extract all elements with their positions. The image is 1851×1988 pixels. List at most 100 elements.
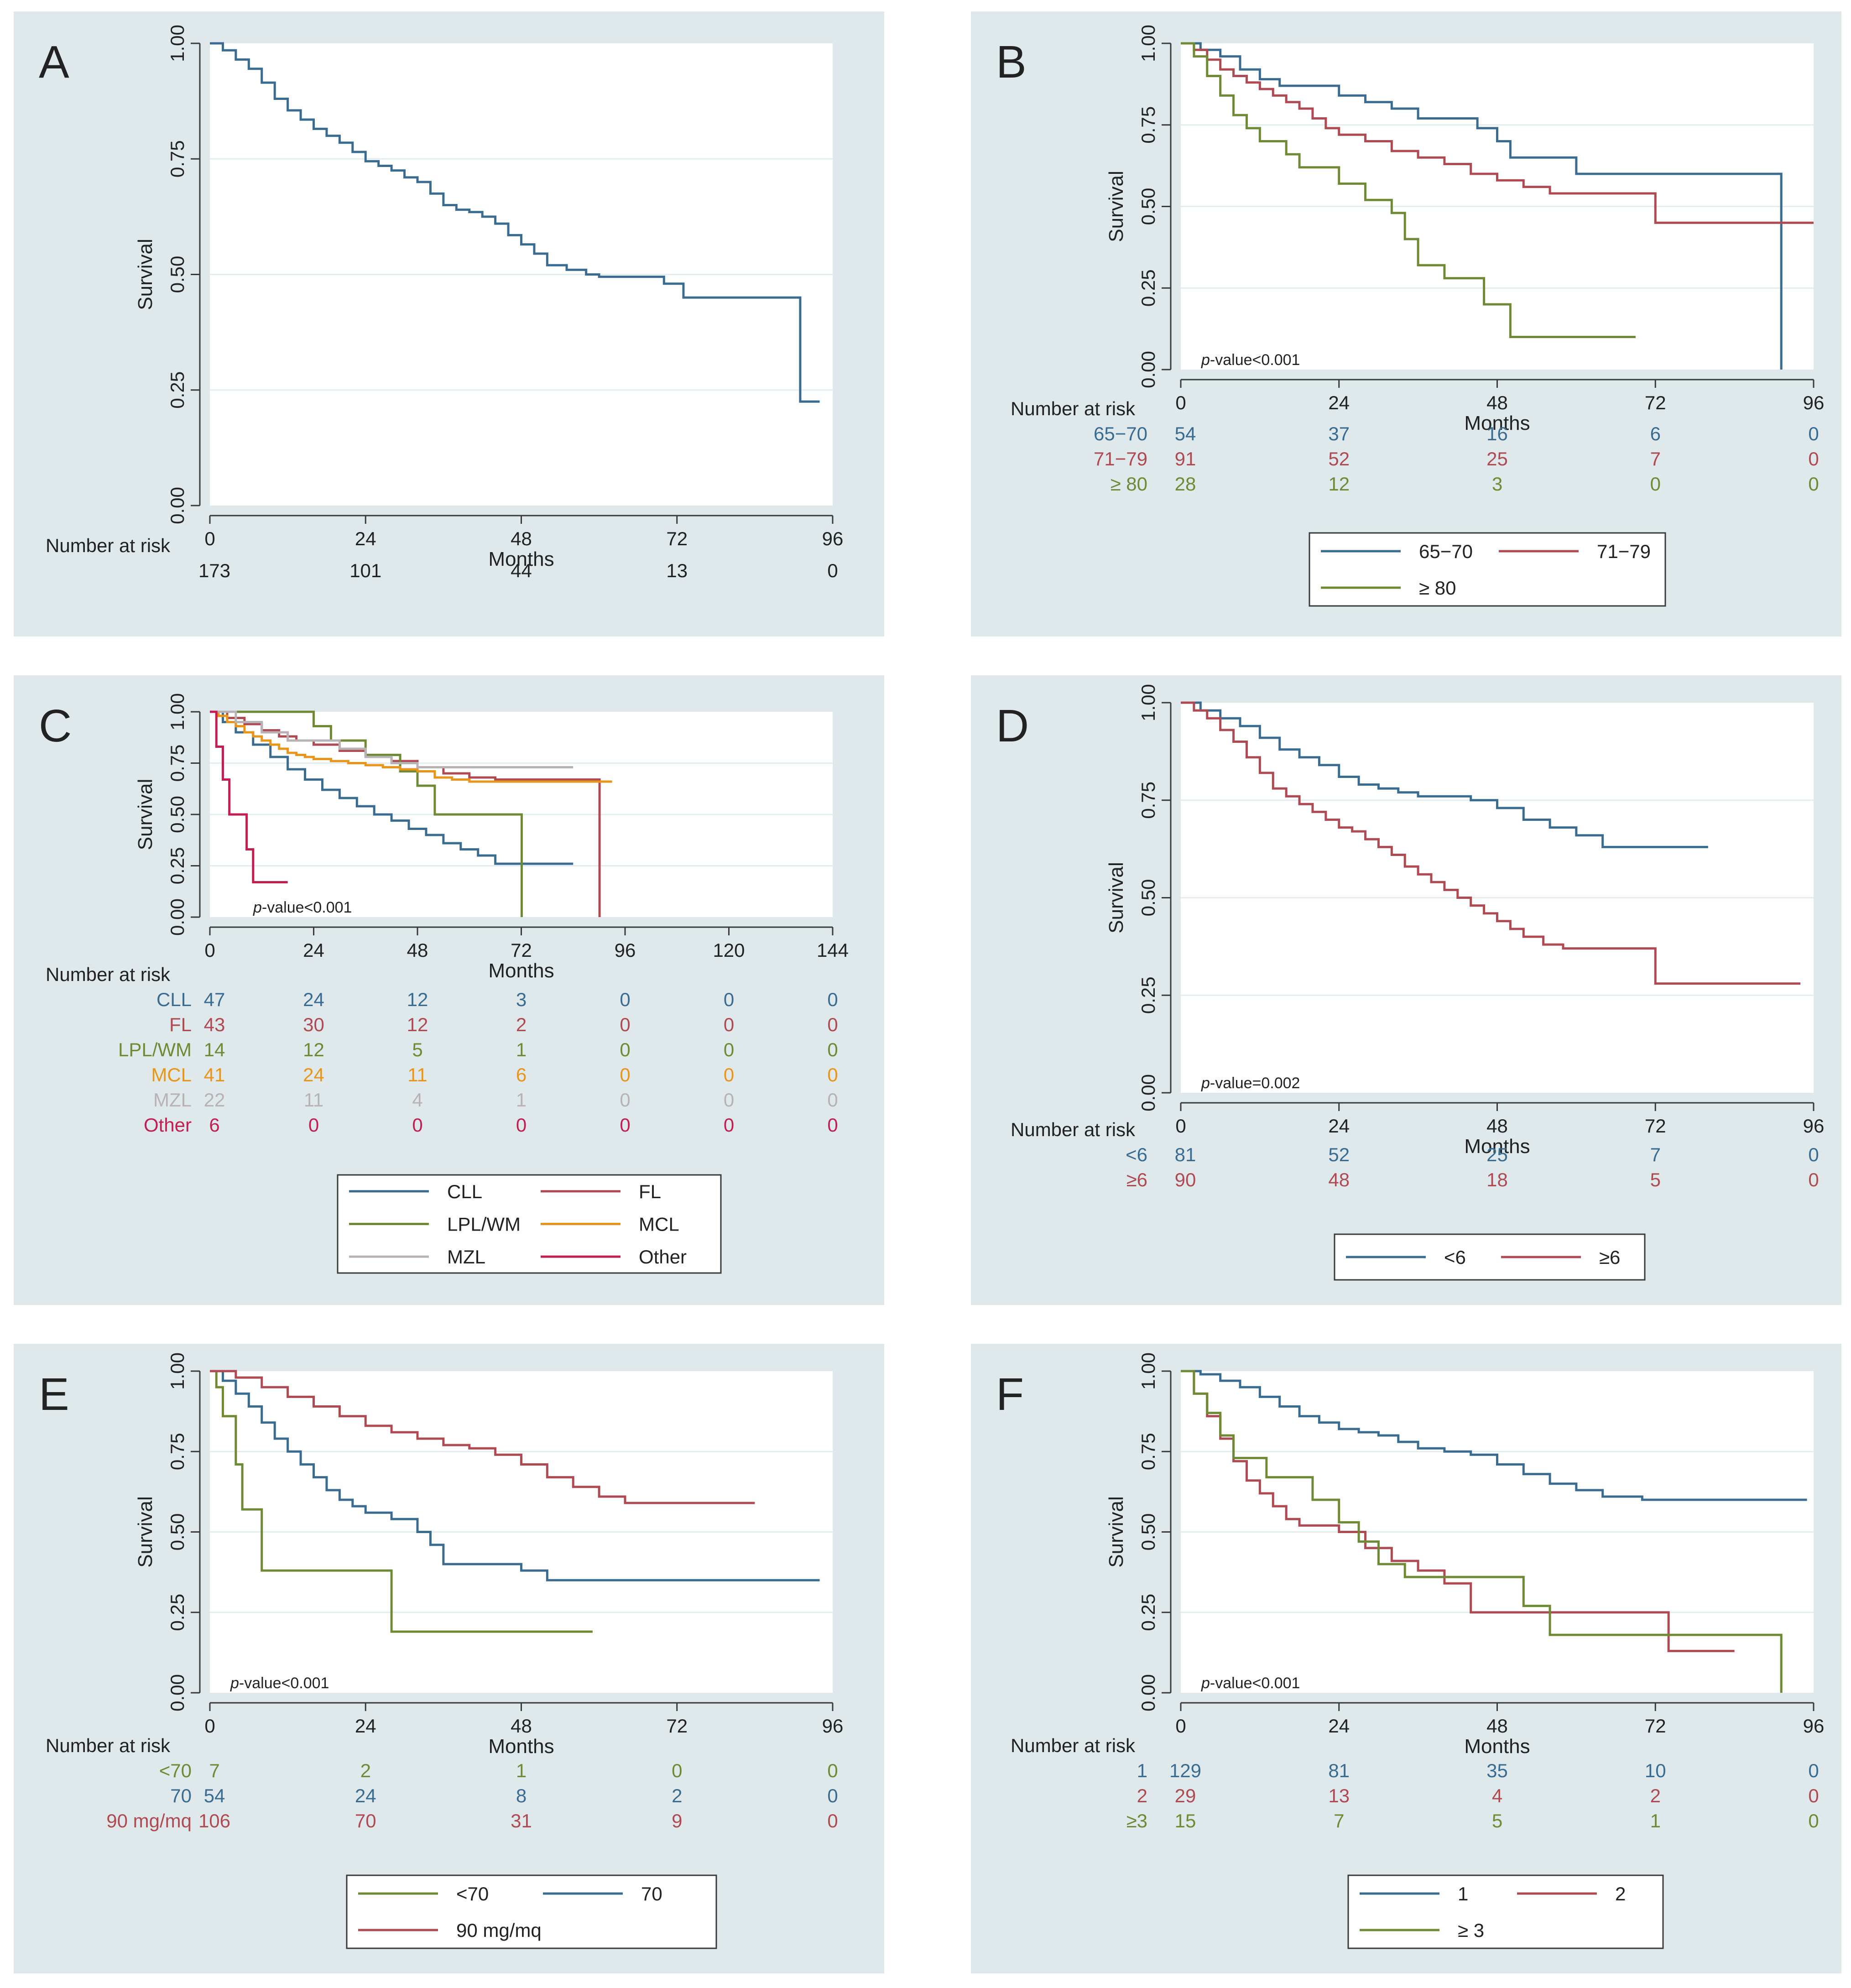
- risk-value: 22: [204, 1089, 225, 1111]
- risk-value: 0: [724, 1089, 734, 1111]
- risk-value: 0: [827, 1089, 838, 1111]
- risk-value: 25: [1486, 1144, 1508, 1165]
- y-tick-label: 0.75: [1137, 1433, 1159, 1470]
- risk-value: 18: [1486, 1169, 1508, 1190]
- x-tick-label: 0: [204, 939, 215, 961]
- legend-label: <6: [1444, 1247, 1466, 1268]
- y-tick-label: 0.50: [167, 796, 188, 833]
- x-tick-label: 48: [407, 939, 428, 961]
- legend: <6 ≥6: [1334, 1233, 1646, 1281]
- x-axis-label: Months: [488, 960, 554, 982]
- risk-value: 9: [672, 1810, 682, 1831]
- risk-value: 1: [516, 1039, 527, 1060]
- curve-cll: [210, 710, 574, 865]
- risk-value: 1: [1650, 1810, 1661, 1831]
- x-tick-label: 48: [1486, 1115, 1508, 1137]
- risk-value: 35: [1486, 1760, 1508, 1781]
- risk-value: 0: [724, 1064, 734, 1085]
- y-tick-label: 1.00: [167, 693, 188, 730]
- x-tick-label: 24: [1328, 1115, 1350, 1137]
- risk-value: 70: [355, 1810, 376, 1831]
- risk-value: 11: [304, 1089, 324, 1111]
- x-axis-label: Months: [1464, 1135, 1530, 1158]
- risk-value: 7: [1334, 1810, 1344, 1831]
- legend-label: Other: [639, 1246, 687, 1268]
- x-tick-label: 48: [511, 1715, 532, 1737]
- y-axis-label: Survival: [134, 1496, 156, 1568]
- risk-value: 0: [827, 1114, 838, 1136]
- x-axis-label: Months: [488, 1735, 554, 1758]
- panel-b: B 0.00 0.25 0.50 0.75 1.00 0 24 48 72 96 Months Surv…: [971, 11, 1841, 637]
- x-tick-label: 24: [1328, 1715, 1350, 1737]
- legend: 1 2 ≥ 3: [1347, 1874, 1664, 1949]
- risk-value: 24: [303, 1064, 324, 1085]
- x-axis-label: Months: [1464, 412, 1530, 434]
- x-tick-label: 48: [511, 528, 532, 549]
- legend-box: [346, 1874, 717, 1949]
- y-tick-label: 0.25: [1137, 269, 1159, 307]
- risk-value: 12: [407, 1014, 428, 1035]
- x-tick-label: 144: [817, 939, 849, 961]
- panel-a: A 0.00 0.25 0.50 0.75 1.00 0 24 48 72 96 Months Surv…: [14, 11, 884, 637]
- risk-row-label: 71−79: [1094, 448, 1147, 470]
- legend-box: [1309, 532, 1666, 607]
- y-tick-label: 0.75: [1137, 106, 1159, 144]
- risk-value: 16: [1486, 423, 1508, 444]
- legend-label: LPL/WM: [447, 1214, 521, 1235]
- risk-value: 41: [204, 1064, 225, 1085]
- curve-ge6: [1181, 701, 1801, 985]
- number-at-risk-title: Number at risk: [46, 535, 171, 556]
- risk-value: 13: [666, 560, 688, 581]
- risk-value: 24: [303, 989, 324, 1010]
- number-at-risk-title: Number at risk: [46, 1735, 171, 1756]
- risk-value: 14: [204, 1039, 225, 1060]
- number-at-risk-title: Number at risk: [1011, 398, 1136, 419]
- risk-value: 0: [1808, 1810, 1819, 1831]
- legend: 65−70 71−79 ≥ 80: [1309, 532, 1666, 607]
- risk-value: 6: [1650, 423, 1661, 444]
- legend-label: 71−79: [1597, 541, 1651, 562]
- risk-row-label: ≥ 80: [1111, 473, 1147, 495]
- risk-value: 3: [516, 989, 527, 1010]
- legend-label: CLL: [447, 1181, 482, 1202]
- risk-value: 3: [1492, 473, 1502, 495]
- risk-value: 11: [407, 1064, 428, 1085]
- y-axis-label: Survival: [134, 779, 156, 851]
- panel-letter: E: [39, 1369, 69, 1420]
- risk-value: 0: [724, 1014, 734, 1035]
- curve-lt70: [210, 1370, 593, 1633]
- risk-value: 12: [303, 1039, 324, 1060]
- risk-row-label: <70: [159, 1760, 192, 1781]
- risk-value: 7: [1650, 448, 1661, 470]
- y-tick-label: 0.00: [1137, 1074, 1159, 1111]
- risk-value: 6: [209, 1114, 219, 1136]
- risk-value: 54: [204, 1785, 225, 1806]
- risk-value: 0: [620, 1089, 630, 1111]
- risk-value: 0: [827, 1014, 838, 1035]
- x-tick-label: 48: [1486, 1715, 1508, 1737]
- risk-row-label: ≥3: [1126, 1810, 1147, 1831]
- risk-value: 0: [620, 1064, 630, 1085]
- risk-row-label: 1: [1137, 1760, 1147, 1781]
- risk-value: 0: [1808, 448, 1819, 470]
- x-tick-label: 0: [1175, 1115, 1186, 1137]
- legend-label: ≥ 80: [1419, 577, 1456, 599]
- risk-row-label: FL: [169, 1014, 192, 1035]
- y-tick-label: 0.75: [167, 140, 188, 177]
- risk-value: 0: [827, 1064, 838, 1085]
- risk-value: 0: [827, 1810, 838, 1831]
- curve-mcl: [210, 710, 612, 783]
- risk-row-label: MCL: [151, 1064, 192, 1085]
- risk-value: 0: [827, 989, 838, 1010]
- risk-value: 0: [1808, 1144, 1819, 1165]
- risk-value: 0: [827, 1760, 838, 1781]
- x-tick-label: 96: [1803, 1715, 1825, 1737]
- risk-value: 0: [827, 560, 838, 581]
- y-tick-label: 0.25: [167, 371, 188, 409]
- risk-value: 90: [1175, 1169, 1196, 1190]
- panel-letter: A: [39, 37, 69, 88]
- risk-row-label: LPL/WM: [118, 1039, 192, 1060]
- y-axis-label: Survival: [134, 239, 156, 310]
- y-tick-label: 0.25: [167, 1594, 188, 1631]
